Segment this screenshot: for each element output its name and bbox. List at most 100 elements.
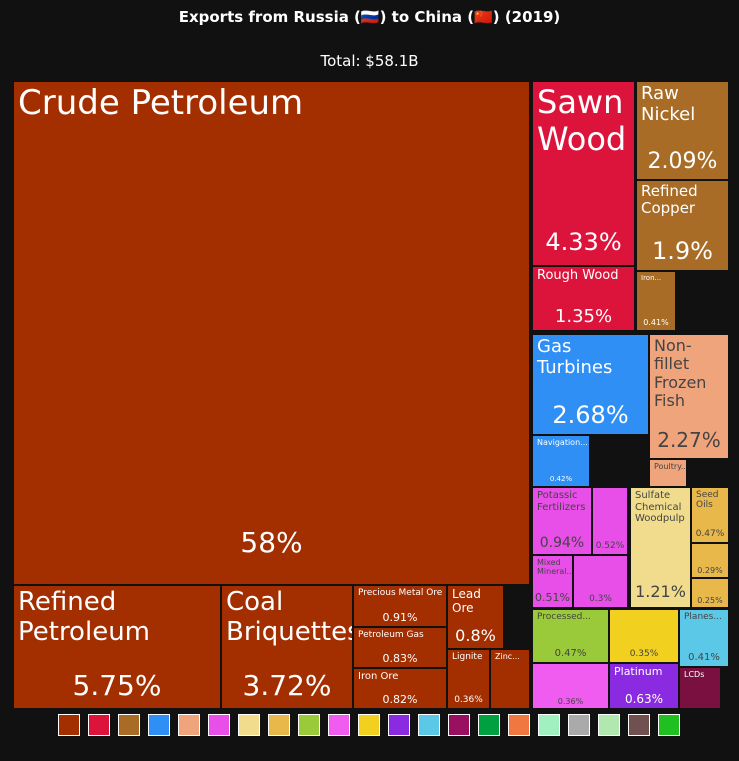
value-label: 0.41% bbox=[688, 652, 720, 664]
tile-label: Processed... bbox=[537, 612, 591, 622]
tile: Crude Petroleum 58% bbox=[13, 81, 530, 585]
category-icon bbox=[238, 714, 260, 736]
value-label: 0.36% bbox=[454, 695, 483, 705]
category-icon bbox=[388, 714, 410, 736]
tile: Iron Ore 0.82% bbox=[353, 668, 447, 709]
value-label: 4.33% bbox=[545, 227, 622, 256]
tile-label: Raw Nickel bbox=[641, 83, 696, 125]
tile: Rough Wood 1.35% bbox=[532, 266, 635, 331]
value-label: 0.42% bbox=[549, 475, 573, 484]
tile: Planes... 0.41% bbox=[679, 609, 729, 667]
category-icon bbox=[118, 714, 140, 736]
value-label: 0.47% bbox=[695, 529, 725, 540]
tile-label: Sulfate Chemical Woodpulp bbox=[635, 490, 685, 524]
value-label: 0.25% bbox=[697, 596, 723, 605]
value-label: 0.94% bbox=[539, 534, 585, 551]
tile-label: Lignite bbox=[452, 652, 483, 662]
tile-label: Platinum bbox=[614, 665, 663, 678]
tile: Refined Copper 1.9% bbox=[636, 180, 729, 271]
value-label: 2.09% bbox=[647, 149, 718, 175]
value-label: 58% bbox=[240, 525, 303, 559]
value-label: 3.72% bbox=[242, 668, 332, 702]
value-label: 0.52% bbox=[595, 540, 625, 551]
category-icon bbox=[148, 714, 170, 736]
category-icon bbox=[628, 714, 650, 736]
tile: Sulfate Chemical Woodpulp 1.21% bbox=[630, 487, 691, 608]
tile: Potassic Fertilizers 0.94% bbox=[532, 487, 592, 555]
value-label: 0.35% bbox=[629, 649, 659, 660]
chart-subtitle: Total: $58.1B bbox=[320, 52, 419, 70]
tile: Non-fillet Frozen Fish 2.27% bbox=[649, 334, 729, 459]
category-icon bbox=[508, 714, 530, 736]
tile: Sawn Wood 4.33% bbox=[532, 81, 635, 266]
category-icon bbox=[208, 714, 230, 736]
tile-label: Sawn Wood bbox=[537, 83, 627, 158]
value-label: 0.8% bbox=[455, 625, 496, 645]
value-label: 0.47% bbox=[554, 648, 587, 660]
tile-label: Mixed Mineral... bbox=[537, 558, 573, 577]
value-label: 2.27% bbox=[657, 427, 721, 452]
tile: Zinc... bbox=[490, 649, 530, 709]
value-label: 1.35% bbox=[554, 305, 613, 327]
tile-label: Crude Petroleum bbox=[18, 83, 304, 123]
category-icon bbox=[478, 714, 500, 736]
tile-label: Petroleum Gas bbox=[358, 630, 424, 640]
value-label: 0.51% bbox=[535, 591, 570, 605]
tile: 0.25% bbox=[691, 578, 729, 608]
tile: 0.52% bbox=[592, 487, 628, 555]
tile: Lignite 0.36% bbox=[447, 649, 490, 709]
tile-label: Potassic Fertilizers bbox=[537, 490, 586, 513]
tile: 0.35% bbox=[609, 609, 679, 663]
category-icon bbox=[328, 714, 350, 736]
tile: Processed... 0.47% bbox=[532, 609, 609, 663]
tile: Iron... 0.41% bbox=[636, 271, 676, 331]
tile: Gas Turbines 2.68% bbox=[532, 334, 649, 435]
tile: Lead Ore 0.8% bbox=[447, 585, 504, 649]
value-label: 1.21% bbox=[635, 581, 686, 601]
category-icon bbox=[298, 714, 320, 736]
tile: Raw Nickel 2.09% bbox=[636, 81, 729, 180]
tile: Refined Petroleum 5.75% bbox=[13, 585, 221, 709]
value-label: 0.83% bbox=[382, 651, 418, 665]
tile-label: Iron... bbox=[641, 274, 662, 282]
tile: Navigation... 0.42% bbox=[532, 435, 590, 487]
tile-label: Planes... bbox=[684, 612, 722, 622]
tile: LCDs bbox=[679, 667, 721, 709]
tile-label: Coal Briquettes bbox=[226, 587, 353, 647]
tile-label: Poultry... bbox=[654, 462, 687, 471]
tile: Coal Briquettes 3.72% bbox=[221, 585, 353, 709]
value-label: 2.68% bbox=[552, 400, 629, 429]
tile-label: Refined Petroleum bbox=[18, 587, 150, 647]
tile-label: Gas Turbines bbox=[537, 336, 613, 378]
tile-label: Rough Wood bbox=[537, 268, 619, 283]
value-label: 1.9% bbox=[652, 237, 713, 266]
chart-title: Exports from Russia (🇷🇺) to China (🇨🇳) (… bbox=[178, 8, 561, 26]
tile: Precious Metal Ore 0.91% bbox=[353, 585, 447, 627]
tile: 0.29% bbox=[691, 543, 729, 578]
tile-label: Refined Copper bbox=[641, 182, 698, 218]
tile: Seed Oils 0.47% bbox=[691, 487, 729, 543]
category-icon bbox=[88, 714, 110, 736]
tile: 0.3% bbox=[573, 555, 628, 608]
value-label: 0.41% bbox=[643, 318, 669, 327]
category-icon bbox=[178, 714, 200, 736]
tile-label: LCDs bbox=[684, 670, 705, 679]
value-label: 0.63% bbox=[624, 691, 664, 706]
tile-label: Precious Metal Ore bbox=[358, 588, 443, 598]
value-label: 0.29% bbox=[697, 566, 723, 575]
category-icon bbox=[658, 714, 680, 736]
tile-label: Iron Ore bbox=[358, 671, 399, 682]
category-icon bbox=[538, 714, 560, 736]
value-label: 0.91% bbox=[382, 610, 418, 624]
tile-label: Non-fillet Frozen Fish bbox=[654, 336, 707, 411]
tile: Platinum 0.63% bbox=[609, 663, 679, 709]
tile-label: Navigation... bbox=[537, 438, 588, 447]
category-icon bbox=[358, 714, 380, 736]
tile: Poultry... bbox=[649, 459, 687, 487]
category-icon bbox=[448, 714, 470, 736]
tile-label: Zinc... bbox=[495, 652, 520, 661]
value-label: 0.36% bbox=[557, 696, 584, 706]
value-label: 0.82% bbox=[382, 692, 418, 706]
category-icon bbox=[598, 714, 620, 736]
